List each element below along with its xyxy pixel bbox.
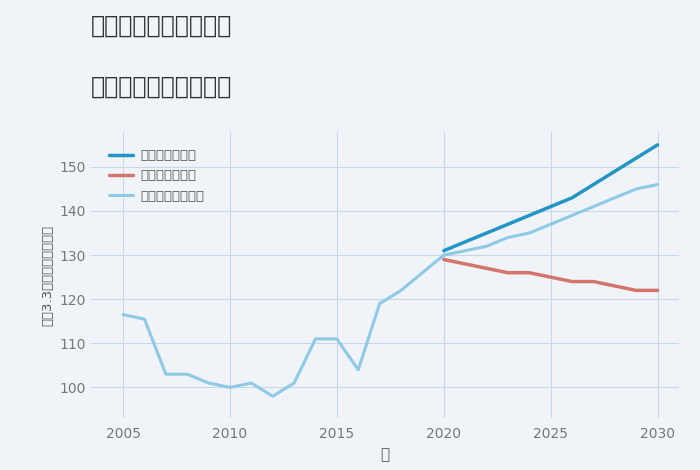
ノーマルシナリオ bbox=[568, 212, 576, 218]
Line: バッドシナリオ: バッドシナリオ bbox=[444, 259, 657, 290]
バッドシナリオ bbox=[610, 283, 619, 289]
バッドシナリオ bbox=[632, 288, 640, 293]
バッドシナリオ bbox=[653, 288, 662, 293]
グッドシナリオ bbox=[589, 182, 598, 188]
バッドシナリオ bbox=[525, 270, 533, 275]
Text: 埼玉県川口市前上町の: 埼玉県川口市前上町の bbox=[91, 14, 232, 38]
グッドシナリオ bbox=[653, 142, 662, 148]
バッドシナリオ bbox=[568, 279, 576, 284]
Legend: グッドシナリオ, バッドシナリオ, ノーマルシナリオ: グッドシナリオ, バッドシナリオ, ノーマルシナリオ bbox=[104, 144, 210, 208]
グッドシナリオ bbox=[461, 239, 470, 245]
ノーマルシナリオ bbox=[632, 186, 640, 192]
グッドシナリオ bbox=[440, 248, 448, 253]
バッドシナリオ bbox=[482, 266, 491, 271]
Line: グッドシナリオ: グッドシナリオ bbox=[444, 145, 657, 251]
グッドシナリオ bbox=[568, 195, 576, 201]
バッドシナリオ bbox=[547, 274, 555, 280]
ノーマルシナリオ bbox=[653, 182, 662, 188]
グッドシナリオ bbox=[610, 168, 619, 174]
ノーマルシナリオ bbox=[482, 243, 491, 249]
ノーマルシナリオ bbox=[461, 248, 470, 253]
ノーマルシナリオ bbox=[610, 195, 619, 201]
ノーマルシナリオ bbox=[440, 252, 448, 258]
グッドシナリオ bbox=[632, 155, 640, 161]
バッドシナリオ bbox=[589, 279, 598, 284]
ノーマルシナリオ bbox=[547, 221, 555, 227]
グッドシナリオ bbox=[547, 204, 555, 210]
ノーマルシナリオ bbox=[504, 235, 512, 240]
グッドシナリオ bbox=[504, 221, 512, 227]
グッドシナリオ bbox=[525, 212, 533, 218]
バッドシナリオ bbox=[504, 270, 512, 275]
ノーマルシナリオ bbox=[589, 204, 598, 210]
Line: ノーマルシナリオ: ノーマルシナリオ bbox=[444, 185, 657, 255]
Text: 中古戸建ての価格推移: 中古戸建ての価格推移 bbox=[91, 75, 232, 99]
バッドシナリオ bbox=[440, 257, 448, 262]
X-axis label: 年: 年 bbox=[380, 447, 390, 462]
Y-axis label: 坪（3.3㎡）単価（万円）: 坪（3.3㎡）単価（万円） bbox=[41, 224, 54, 326]
ノーマルシナリオ bbox=[525, 230, 533, 236]
グッドシナリオ bbox=[482, 230, 491, 236]
バッドシナリオ bbox=[461, 261, 470, 267]
